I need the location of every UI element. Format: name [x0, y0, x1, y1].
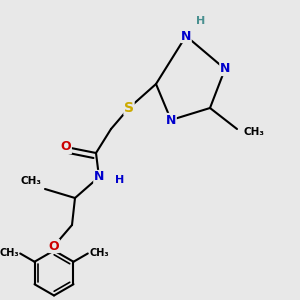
Text: H: H [196, 16, 206, 26]
Text: S: S [124, 101, 134, 115]
Text: H: H [116, 175, 125, 185]
Text: CH₃: CH₃ [0, 248, 19, 259]
Text: O: O [49, 239, 59, 253]
Text: N: N [166, 113, 176, 127]
Text: CH₃: CH₃ [21, 176, 42, 186]
Text: CH₃: CH₃ [89, 248, 109, 259]
Text: CH₃: CH₃ [243, 127, 264, 137]
Text: N: N [94, 170, 104, 184]
Text: O: O [61, 140, 71, 154]
Text: N: N [220, 62, 230, 76]
Text: N: N [181, 29, 191, 43]
